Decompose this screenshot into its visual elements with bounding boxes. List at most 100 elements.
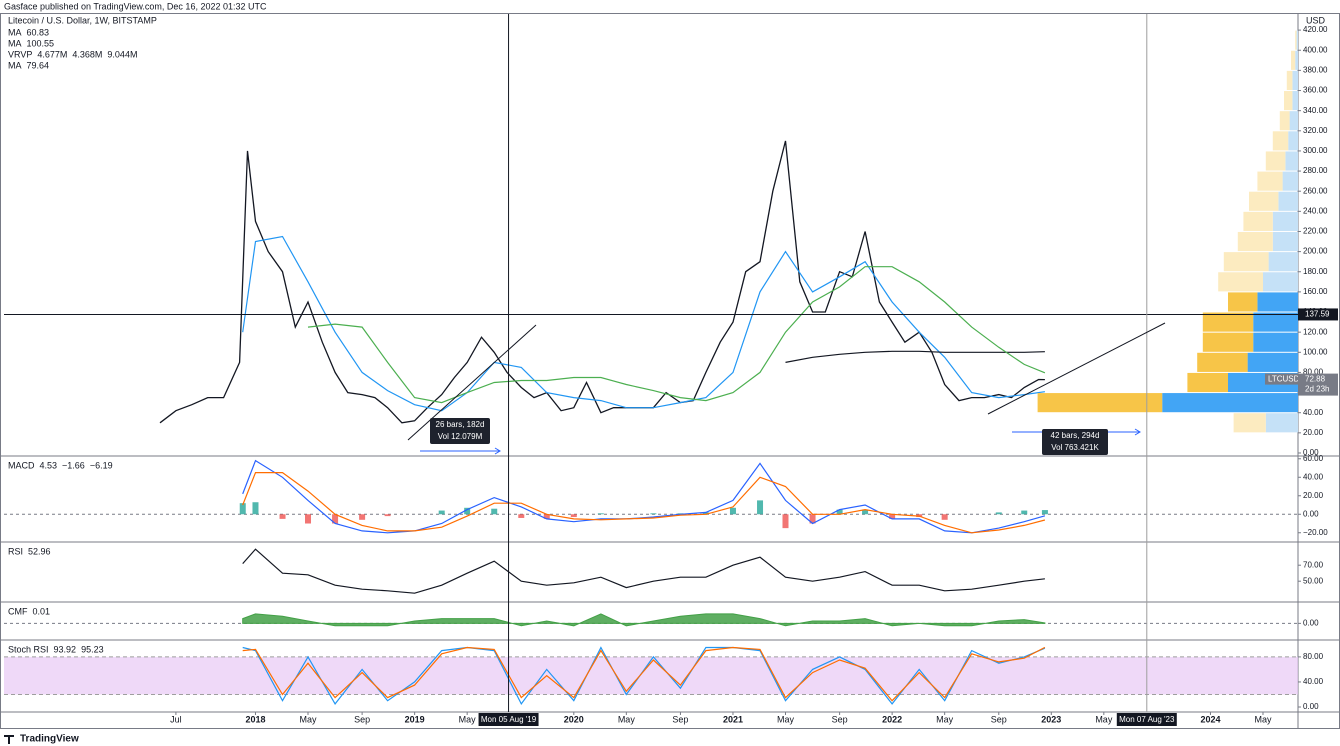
volume-profile-bar xyxy=(1257,292,1298,312)
x-tick-label: Jul xyxy=(170,714,182,724)
x-tick-label: Sep xyxy=(832,714,848,724)
volume-profile-bar xyxy=(1223,252,1269,272)
y-tick-label: 340.00 xyxy=(1303,106,1328,115)
volume-profile-bar xyxy=(1263,272,1298,292)
histogram-bar xyxy=(836,509,843,515)
legend-text: MA xyxy=(8,38,22,48)
measure-box xyxy=(430,418,490,444)
x-tick-label: Sep xyxy=(672,714,688,724)
legend-text: 0.01 xyxy=(33,606,51,616)
measure-bars: 26 bars, 182d xyxy=(436,420,485,429)
series-line xyxy=(242,472,1046,534)
histogram-bar xyxy=(597,513,604,515)
histogram-bar xyxy=(757,500,764,515)
y-tick-label: 380.00 xyxy=(1303,65,1328,74)
x-tick-label: May xyxy=(777,714,795,724)
x-tick-label: 2019 xyxy=(405,714,425,724)
histogram-bar xyxy=(650,513,657,515)
volume-profile-bar xyxy=(1295,30,1297,50)
y-tick-label: 320.00 xyxy=(1303,126,1328,135)
histogram-bar xyxy=(252,502,259,515)
measure-box xyxy=(1042,429,1108,455)
crosshair-date-box xyxy=(478,713,539,726)
histogram-bar xyxy=(1041,510,1048,515)
histogram-bar xyxy=(1021,510,1028,515)
histogram-bar xyxy=(995,512,1002,515)
histogram-bar xyxy=(889,514,896,519)
volume-profile-bar xyxy=(1247,352,1298,372)
x-tick-label: May xyxy=(618,714,636,724)
volume-profile-bar xyxy=(1292,70,1298,91)
y-tick-label: 120.00 xyxy=(1303,327,1328,336)
y-tick-label: 180.00 xyxy=(1303,267,1328,276)
last-price-box xyxy=(1298,373,1338,396)
series-line xyxy=(242,235,1045,412)
histogram-bar xyxy=(279,514,286,519)
y-tick-label: 40.00 xyxy=(1303,677,1324,686)
histogram-bar xyxy=(359,514,366,520)
pane-plot xyxy=(239,459,1048,534)
volume-profile-bar xyxy=(1278,191,1298,211)
legend-text: 95.23 xyxy=(81,644,104,654)
histogram-bar xyxy=(570,514,577,518)
histogram-bar xyxy=(941,514,948,520)
volume-profile-bar xyxy=(1282,171,1298,191)
legend-text: −1.66 xyxy=(62,460,85,470)
y-tick-label: 0.00 xyxy=(1303,448,1319,457)
trend-line xyxy=(987,322,1166,415)
legend-text: MACD xyxy=(8,460,35,470)
x-tick-label: 2023 xyxy=(1041,714,1061,724)
series-area xyxy=(242,613,1046,627)
histogram-bar xyxy=(491,508,498,515)
volume-profile-bar xyxy=(1292,91,1298,111)
last-price-countdown: 2d 23h xyxy=(1305,385,1329,394)
legend-text: RSI xyxy=(8,546,23,556)
series-line xyxy=(307,266,1046,404)
x-tick-label: May xyxy=(459,714,477,724)
y-tick-label: 20.00 xyxy=(1303,428,1324,437)
legend-text: 93.92 xyxy=(54,644,77,654)
y-tick-label: 100.00 xyxy=(1303,347,1328,356)
volume-profile-bar xyxy=(1272,211,1298,231)
y-tick-label: 20.00 xyxy=(1303,491,1324,500)
y-tick-label: 40.00 xyxy=(1303,408,1324,417)
y-tick-label: 240.00 xyxy=(1303,206,1328,215)
measure-bars: 42 bars, 294d xyxy=(1051,431,1100,440)
brand: TradingView xyxy=(20,734,79,745)
histogram-bar xyxy=(305,514,312,524)
legend-text: 52.96 xyxy=(28,546,51,556)
y-tick-label: 0.00 xyxy=(1303,618,1319,627)
legend-text: 60.83 xyxy=(27,27,50,37)
crosshair-date-label: Mon 05 Aug '19 xyxy=(481,715,537,724)
measure-volume: Vol 763.421K xyxy=(1051,443,1099,452)
brand-logo xyxy=(4,735,14,744)
trend-line xyxy=(407,324,537,441)
volume-profile-bar xyxy=(1285,151,1298,171)
volume-profile-bar xyxy=(1265,151,1286,171)
x-tick-label: 2022 xyxy=(882,714,902,724)
y-tick-label: 70.00 xyxy=(1303,560,1324,569)
histogram-bar xyxy=(464,507,471,515)
crosshair-price-label: 137.59 xyxy=(1305,310,1330,319)
histogram-bar xyxy=(702,512,709,515)
pane-plot xyxy=(242,613,1046,627)
legend-text: 4.53 xyxy=(40,460,58,470)
histogram-bar xyxy=(438,510,445,515)
y-tick-label: 160.00 xyxy=(1303,287,1328,296)
volume-profile-bar xyxy=(1243,211,1273,231)
legend-text: −6.19 xyxy=(90,460,113,470)
volume-profile-bar xyxy=(1272,231,1298,252)
y-tick-label: 80.00 xyxy=(1303,652,1324,661)
histogram-bar xyxy=(239,503,246,515)
volume-profile-bar xyxy=(1228,292,1258,312)
pane-plot xyxy=(159,140,1046,424)
series-line xyxy=(159,140,1045,424)
y-tick-label: 80.00 xyxy=(1303,368,1324,377)
histogram-bar xyxy=(332,514,339,524)
pane-plot xyxy=(4,646,1298,706)
crosshair-date-label: Mon 07 Aug '23 xyxy=(1119,715,1175,724)
measure-volume: Vol 12.079M xyxy=(438,432,483,441)
volume-profile-bar xyxy=(1202,332,1254,352)
legend-text: CMF xyxy=(8,606,28,616)
